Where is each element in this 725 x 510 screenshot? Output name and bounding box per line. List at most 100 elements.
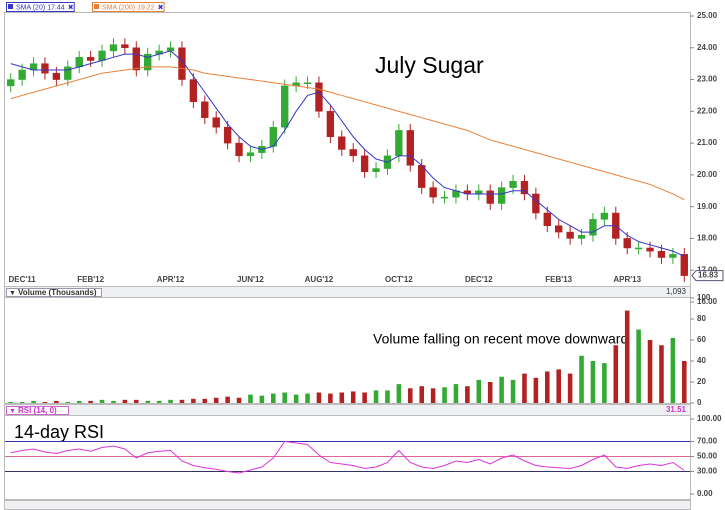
- volume-bar: [373, 390, 379, 403]
- candle-body: [281, 85, 289, 128]
- candle-body: [429, 187, 437, 198]
- y-tick-label: 0.00: [697, 489, 713, 498]
- volume-bar: [556, 369, 561, 403]
- x-tick-label: AUG'12: [305, 275, 334, 284]
- legend-box[interactable]: [92, 2, 165, 12]
- volume-bar: [419, 386, 424, 403]
- volume-title: Volume (Thousands): [18, 288, 97, 297]
- volume-bar: [670, 337, 676, 403]
- volume-bar: [134, 399, 139, 403]
- volume-bar: [54, 400, 59, 403]
- chart-title: July Sugar: [375, 52, 484, 78]
- candle-body: [634, 247, 643, 250]
- candle-body: [223, 126, 232, 144]
- candle-body: [577, 235, 586, 239]
- candle-body: [555, 225, 563, 233]
- candle-body: [132, 47, 140, 71]
- volume-bar: [396, 384, 402, 403]
- volume-bar: [191, 398, 196, 403]
- y-tick-label: 20.00: [697, 170, 718, 179]
- x-tick-label: OCT'12: [385, 275, 413, 284]
- y-tick-label: 22.00: [697, 106, 718, 115]
- volume-bar: [362, 392, 367, 403]
- annotation: 14-day RSI: [14, 422, 104, 442]
- candle-body: [64, 66, 72, 80]
- volume-bar: [465, 386, 470, 403]
- legend-swatch: [8, 4, 13, 9]
- candle-body: [18, 69, 26, 80]
- volume-bar: [533, 377, 539, 403]
- x-tick-label: FEB'12: [77, 275, 104, 284]
- y-tick-label: 17.00: [697, 265, 718, 274]
- candle-body: [657, 250, 666, 258]
- volume-max-label: 1,093: [666, 287, 687, 296]
- candle-body: [497, 187, 506, 204]
- x-tick-label: APR'13: [613, 275, 641, 284]
- candle-body: [7, 79, 15, 87]
- volume-bar: [88, 400, 93, 403]
- volume-bar: [316, 392, 322, 403]
- legend-value: 19.22: [137, 4, 155, 11]
- candle-body: [178, 47, 186, 80]
- volume-bar: [476, 379, 482, 403]
- candle-body: [646, 247, 654, 252]
- volume-bar: [579, 355, 584, 403]
- candle-body: [326, 111, 335, 138]
- collapse-icon: ▼: [9, 290, 16, 297]
- y-tick-label: 19.00: [697, 202, 718, 211]
- volume-bar: [453, 384, 459, 403]
- candle-body: [623, 238, 631, 249]
- volume-bar: [487, 382, 493, 403]
- volume-bar: [65, 401, 71, 403]
- legend-close: ✖: [68, 4, 74, 11]
- candle-body: [303, 82, 312, 84]
- candle-body: [41, 63, 49, 74]
- legend-label: SMA (20): [16, 4, 45, 11]
- volume-bar: [682, 361, 687, 403]
- rsi-tab[interactable]: [6, 406, 69, 415]
- y-tick-label: 25.00: [697, 11, 718, 20]
- volume-bar: [350, 391, 356, 403]
- last-price-label: 16.83: [698, 271, 719, 280]
- volume-bar: [225, 396, 230, 403]
- volume-bar: [259, 395, 265, 403]
- candle-body: [235, 142, 243, 157]
- volume-bar: [8, 401, 13, 403]
- volume-bar: [590, 361, 596, 403]
- candle-body: [566, 231, 574, 239]
- candle-body: [189, 79, 198, 103]
- y-tick-label: 80: [697, 314, 706, 323]
- volume-bar: [522, 373, 527, 403]
- candle-body: [680, 254, 688, 276]
- volume-bar: [271, 393, 276, 403]
- rsi-header: [4, 404, 691, 416]
- candle-body: [75, 57, 83, 68]
- candle-body: [109, 44, 118, 52]
- candle-body: [212, 117, 220, 128]
- y-tick-label: 100: [697, 293, 711, 302]
- volume-bar: [328, 393, 333, 403]
- candle-body: [395, 130, 403, 157]
- y-tick-label: 16.00: [697, 297, 718, 306]
- volume-header: [4, 286, 691, 298]
- legend-swatch: [94, 4, 99, 9]
- volume-tab[interactable]: [6, 288, 102, 297]
- volume-bar: [111, 400, 116, 403]
- y-tick-label: 40: [697, 356, 706, 365]
- y-tick-label: 21.00: [697, 138, 718, 147]
- volume-bar: [510, 379, 516, 403]
- candle-body: [246, 152, 255, 157]
- volume-bar: [236, 397, 242, 403]
- y-tick-label: 0: [697, 398, 702, 407]
- legend-box[interactable]: [6, 2, 75, 12]
- volume-bar: [145, 400, 150, 403]
- rsi-line: [10, 440, 685, 474]
- rsi-last-label: 31.51: [666, 405, 687, 414]
- volume-bar: [385, 390, 390, 403]
- volume-bar: [430, 388, 436, 403]
- volume-panel: [4, 297, 691, 404]
- footer-strip: [4, 500, 691, 510]
- candle-body: [520, 180, 529, 195]
- collapse-icon: ▼: [9, 408, 16, 415]
